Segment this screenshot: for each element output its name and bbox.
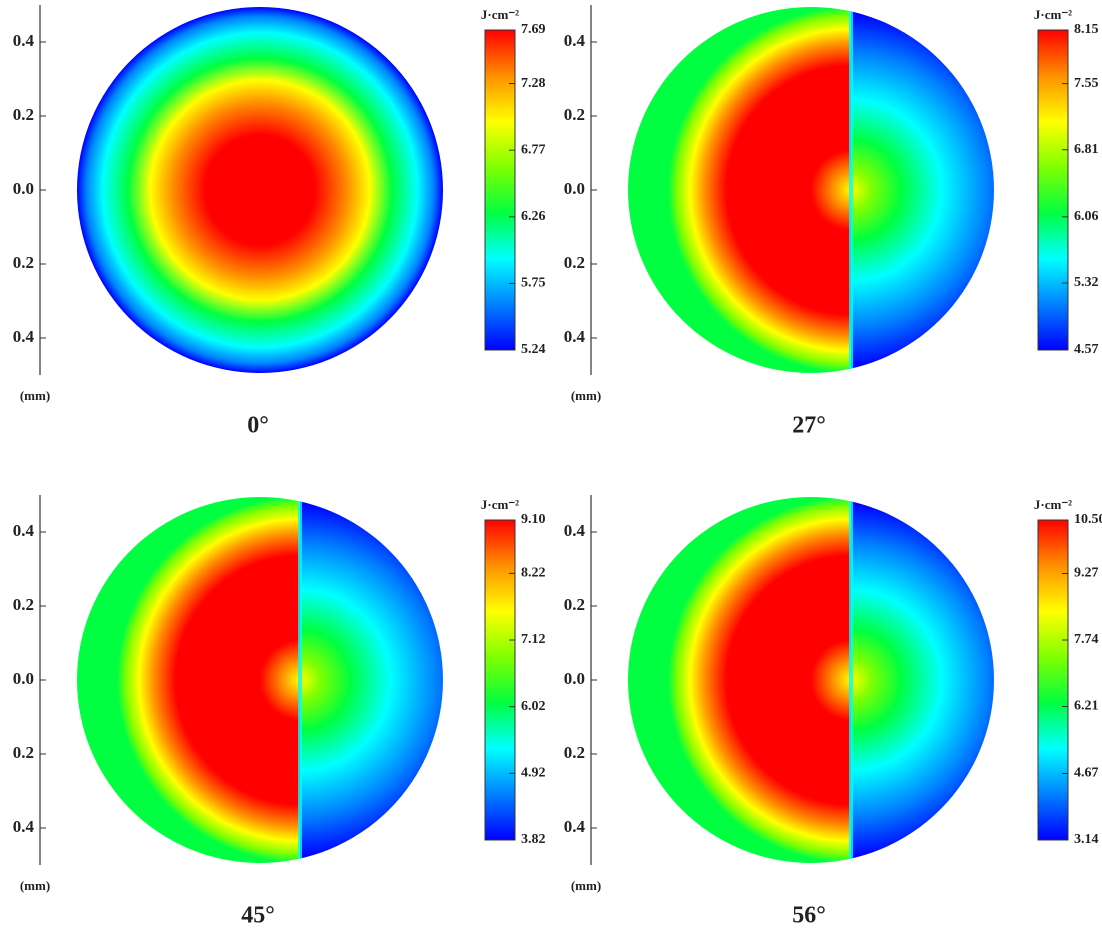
contour-field xyxy=(628,7,994,373)
colorbar-tick-label: 10.50 xyxy=(1074,512,1102,527)
colorbar-tick-label: 6.26 xyxy=(521,209,546,224)
y-tick-label: 0.2 xyxy=(564,743,585,762)
colorbar-tick-label: 3.82 xyxy=(521,832,546,847)
panel-title: 56° xyxy=(792,903,826,929)
disk-right xyxy=(300,501,443,859)
disk-right xyxy=(851,501,994,859)
panel-title: 27° xyxy=(792,413,826,439)
colorbar xyxy=(1037,519,1069,841)
colorbar-tick-label: 7.74 xyxy=(1074,632,1099,647)
y-tick-label: 0.0 xyxy=(564,179,585,198)
axis-unit: (mm) xyxy=(20,388,50,403)
y-tick-label: 0.0 xyxy=(13,179,34,198)
disk-left xyxy=(77,497,300,863)
colorbar-tick-label: 5.32 xyxy=(1074,275,1099,290)
y-tick-label: 0.2 xyxy=(13,743,34,762)
disk-right xyxy=(851,11,994,369)
y-tick-label: 0.2 xyxy=(564,253,585,272)
colorbar-tick-label: 8.15 xyxy=(1074,22,1099,37)
y-tick-label: 0.4 xyxy=(13,31,35,50)
colorbar-tick-label: 7.28 xyxy=(521,76,546,91)
y-tick-label: 0.4 xyxy=(564,817,586,836)
disk xyxy=(77,7,443,373)
y-tick-label: 0.2 xyxy=(564,595,585,614)
disk-left xyxy=(628,7,851,373)
y-tick-label: 0.4 xyxy=(564,31,586,50)
colorbar-tick-label: 6.81 xyxy=(1074,142,1099,157)
colorbar-tick-label: 6.77 xyxy=(521,142,546,157)
contour-field xyxy=(77,7,443,373)
colorbar-tick-label: 5.24 xyxy=(521,342,546,357)
y-tick-label: 0.4 xyxy=(564,327,586,346)
colorbar-tick-label: 4.57 xyxy=(1074,342,1099,357)
y-tick-label: 0.4 xyxy=(13,327,35,346)
colorbar-tick-label: 7.12 xyxy=(521,632,546,647)
colorbar xyxy=(484,29,516,351)
y-tick-label: 0.2 xyxy=(564,105,585,124)
colorbar xyxy=(484,519,516,841)
disk-left xyxy=(628,497,851,863)
colorbar-tick-label: 4.92 xyxy=(521,766,546,781)
colorbar-tick-label: 6.21 xyxy=(1074,699,1099,714)
colorbar-unit: J·cm⁻² xyxy=(481,7,519,22)
colorbar xyxy=(1037,29,1069,351)
colorbar-tick-label: 6.06 xyxy=(1074,209,1099,224)
axis-unit: (mm) xyxy=(571,388,601,403)
colorbar-unit: J·cm⁻² xyxy=(1034,7,1072,22)
colorbar-tick-label: 8.22 xyxy=(521,566,546,581)
y-tick-label: 0.2 xyxy=(13,595,34,614)
y-tick-label: 0.0 xyxy=(13,669,34,688)
colorbar-tick-label: 9.10 xyxy=(521,512,546,527)
contour-field xyxy=(77,497,443,863)
axis-unit: (mm) xyxy=(571,878,601,893)
colorbar-tick-label: 3.14 xyxy=(1074,832,1099,847)
y-tick-label: 0.4 xyxy=(13,521,35,540)
y-tick-label: 0.4 xyxy=(564,521,586,540)
colorbar-tick-label: 7.69 xyxy=(521,22,546,37)
colorbar-tick-label: 4.67 xyxy=(1074,766,1099,781)
y-tick-label: 0.2 xyxy=(13,105,34,124)
y-tick-label: 0.2 xyxy=(13,253,34,272)
panel-title: 45° xyxy=(241,903,275,929)
colorbar-tick-label: 9.27 xyxy=(1074,566,1099,581)
y-tick-label: 0.4 xyxy=(13,817,35,836)
axis-unit: (mm) xyxy=(20,878,50,893)
panel-title: 0° xyxy=(247,413,269,439)
colorbar-unit: J·cm⁻² xyxy=(1034,497,1072,512)
colorbar-tick-label: 7.55 xyxy=(1074,76,1099,91)
colorbar-tick-label: 5.75 xyxy=(521,276,546,291)
y-tick-label: 0.0 xyxy=(564,669,585,688)
contour-field xyxy=(628,497,994,863)
colorbar-tick-label: 6.02 xyxy=(521,699,546,714)
colorbar-unit: J·cm⁻² xyxy=(481,497,519,512)
